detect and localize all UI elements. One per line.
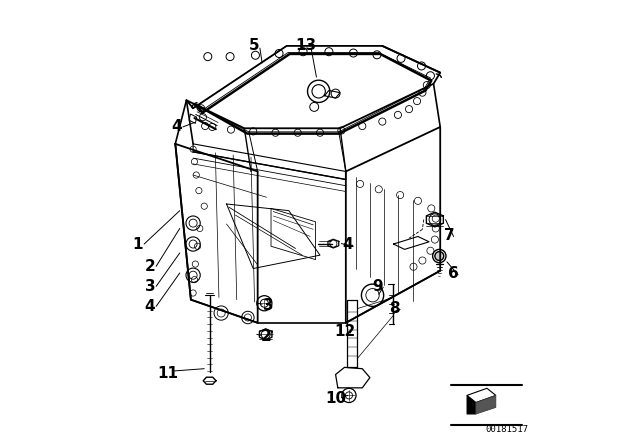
Text: 7: 7 bbox=[444, 228, 454, 243]
Text: 8: 8 bbox=[390, 301, 400, 316]
Text: 6: 6 bbox=[448, 267, 459, 281]
Text: 12: 12 bbox=[334, 324, 356, 339]
Polygon shape bbox=[189, 114, 196, 123]
Text: 9: 9 bbox=[372, 279, 383, 294]
Text: 00181517: 00181517 bbox=[486, 425, 529, 434]
Polygon shape bbox=[467, 396, 476, 414]
Text: 3: 3 bbox=[262, 297, 273, 313]
Text: 5: 5 bbox=[249, 39, 259, 53]
Text: 1: 1 bbox=[132, 237, 143, 251]
Text: 10: 10 bbox=[325, 391, 346, 406]
Text: 2: 2 bbox=[145, 259, 156, 274]
Polygon shape bbox=[476, 396, 496, 414]
Text: 4: 4 bbox=[172, 119, 182, 134]
Text: 13: 13 bbox=[295, 39, 316, 53]
Text: 4: 4 bbox=[145, 299, 156, 314]
Text: 11: 11 bbox=[157, 366, 178, 381]
Polygon shape bbox=[467, 388, 496, 403]
Text: 4: 4 bbox=[342, 237, 353, 251]
Text: 3: 3 bbox=[145, 279, 156, 294]
Text: 2: 2 bbox=[261, 329, 272, 344]
Circle shape bbox=[435, 252, 444, 260]
